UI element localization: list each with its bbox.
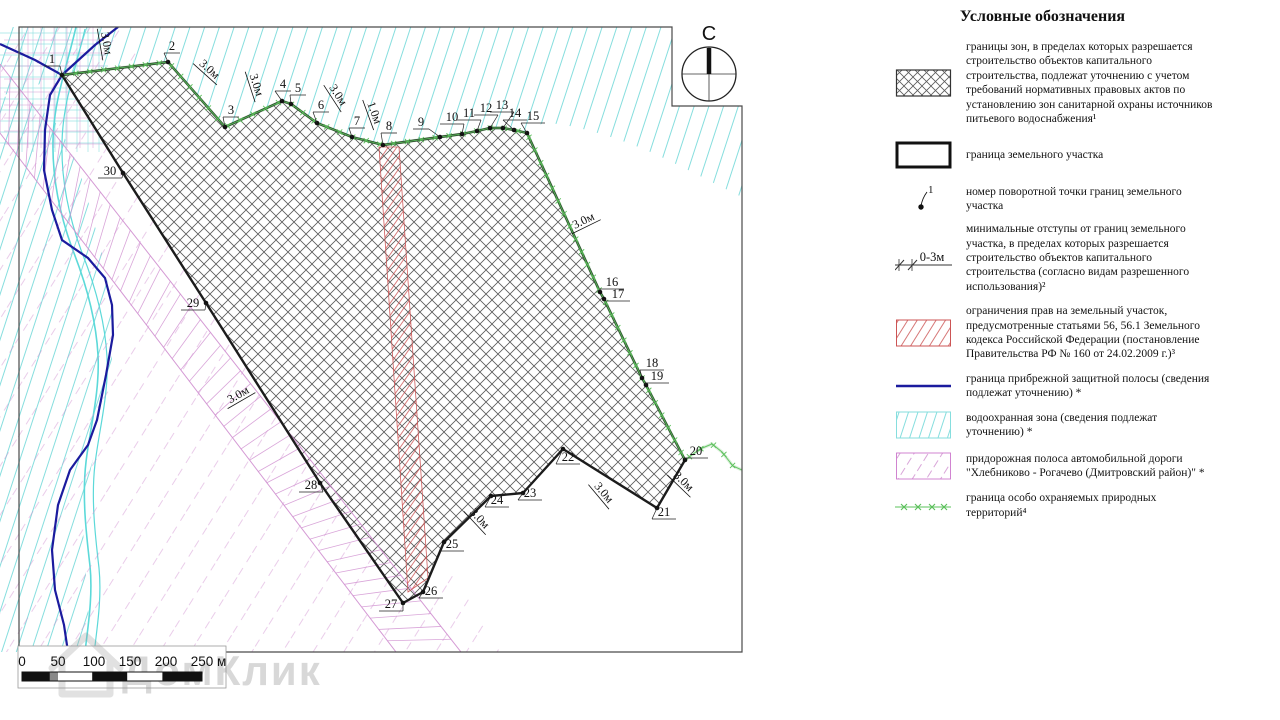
legend-item-text: граница особо охраняемых природных терри… [966,492,1157,519]
parcel-boundary-symbol [895,140,953,170]
turning-point-number: 19 [651,369,664,383]
turning-point-number: 27 [385,597,398,611]
legend-item-text: номер поворотной точки границ земельного… [966,185,1182,213]
legend-item-text: граница земельного участка [966,149,1104,162]
scalebar-tick: 150 [119,654,142,669]
legend-item-parcel-boundary: граница земельного участка [895,140,1230,170]
legend-item-protected-areas: граница особо охраняемых природных терри… [895,491,1230,520]
turning-point-number: 21 [658,505,671,519]
turning-point-symbol: 1 [895,182,953,216]
legend-item-restrictions: ограничения прав на земельный участок, п… [895,304,1230,362]
scalebar-tick: 0 [18,654,26,669]
turning-point-number: 2 [169,39,175,53]
turning-point-number: 20 [690,444,703,458]
legend-item-text: минимальные отступы от границ земельного… [966,223,1190,293]
roadside-strip-symbol [895,450,953,482]
turning-point-number: 18 [646,356,659,370]
turning-point-number: 3 [228,103,234,117]
legend-item-text: придорожная полоса автомобильной дороги … [966,453,1205,480]
turning-point-number: 26 [425,584,438,598]
legend-item-text: водоохранная зона (сведения подлежат уто… [966,412,1158,439]
turning-point-number: 23 [524,486,537,500]
svg-text:ДомКлик: ДомКлик [122,647,322,694]
turning-point-number: 11 [463,106,475,120]
svg-text:1: 1 [928,184,934,196]
dimension-label: 3.0м [96,28,116,61]
turning-point-number: 10 [446,110,459,124]
turning-point-number: 14 [509,106,522,120]
dimension-label: 3.0м [244,71,267,103]
turning-point-number: 7 [354,114,360,128]
scalebar-unit: м [217,654,226,669]
restrictions-symbol [895,318,953,348]
turning-point-number: 25 [446,537,459,551]
scalebar-tick: 50 [50,654,65,669]
scalebar-tick: 250 [191,654,214,669]
parcel-crosshatch [62,62,685,603]
north-arrow-icon: С [681,23,737,102]
legend-item-text: границы зон, в пределах которых разрешае… [966,41,1213,125]
turning-point-number: 24 [491,493,504,507]
scalebar: 0 50 100 150 200 250 м [18,654,226,682]
protected-areas-symbol [895,497,953,515]
legend-title: Условные обозначения [959,8,1126,25]
legend-item-roadside-strip: придорожная полоса автомобильной дороги … [895,450,1230,482]
scalebar-tick: 100 [83,654,106,669]
turning-point-number: 8 [386,119,392,133]
svg-text:0-3м: 0-3м [920,250,945,264]
map-content: 3.0м3.0м3.0м 3.0м1.0м3.0м3.0м3.0м3.0м3.0м… [0,27,742,652]
setback-symbol: 0-3м [895,242,953,274]
coastal-strip-line [42,27,119,652]
turning-point-number: 28 [305,478,318,492]
legend-item-text: граница прибрежной защитной полосы (свед… [966,372,1210,399]
svg-text:3.0м: 3.0м [98,31,116,56]
turning-point-number: 30 [104,164,117,178]
coastal-strip-symbol [895,377,953,395]
turning-point-number: 15 [527,109,540,123]
legend-item-turning-point: 1 номер поворотной точки границ земельно… [895,182,1230,216]
legend-item-text: ограничения прав на земельный участок, п… [966,305,1200,361]
turning-point-number: 22 [562,450,575,464]
turning-point-number: 9 [418,115,424,129]
scalebar-tick: 200 [155,654,178,669]
legend-item-coastal-strip: граница прибрежной защитной полосы (свед… [895,372,1230,401]
watermark: ДомКлик [48,632,322,698]
turning-point-number: 5 [295,81,301,95]
turning-point-number: 17 [612,287,625,301]
legend-item-water-zone: водоохранная зона (сведения подлежат уто… [895,410,1230,440]
legend-item-setback: 0-3м минимальные отступы от границ земел… [895,222,1230,294]
legend-panel: Условные обозначения границы зон, в пред… [895,2,1230,520]
coastal-strip-line [0,42,63,76]
site-plan-map: 3.0м3.0м3.0м 3.0м1.0м3.0м3.0м3.0м3.0м3.0м… [0,23,743,698]
turning-point-number: 29 [187,296,200,310]
legend-item-build-zone: границы зон, в пределах которых разрешае… [895,40,1230,126]
turning-point-number: 4 [280,77,287,91]
turning-point-number: 16 [606,275,619,289]
turning-point-number: 13 [496,98,509,112]
crosshatch-zone-symbol [895,68,953,98]
turning-point-number: 6 [318,98,324,112]
north-label: С [702,23,716,45]
turning-point-number: 12 [480,101,493,115]
water-zone-symbol [895,410,953,440]
turning-point-number: 1 [49,52,55,66]
dimension-label: 1.0м [362,100,385,131]
water-zone-hatch [0,27,742,197]
